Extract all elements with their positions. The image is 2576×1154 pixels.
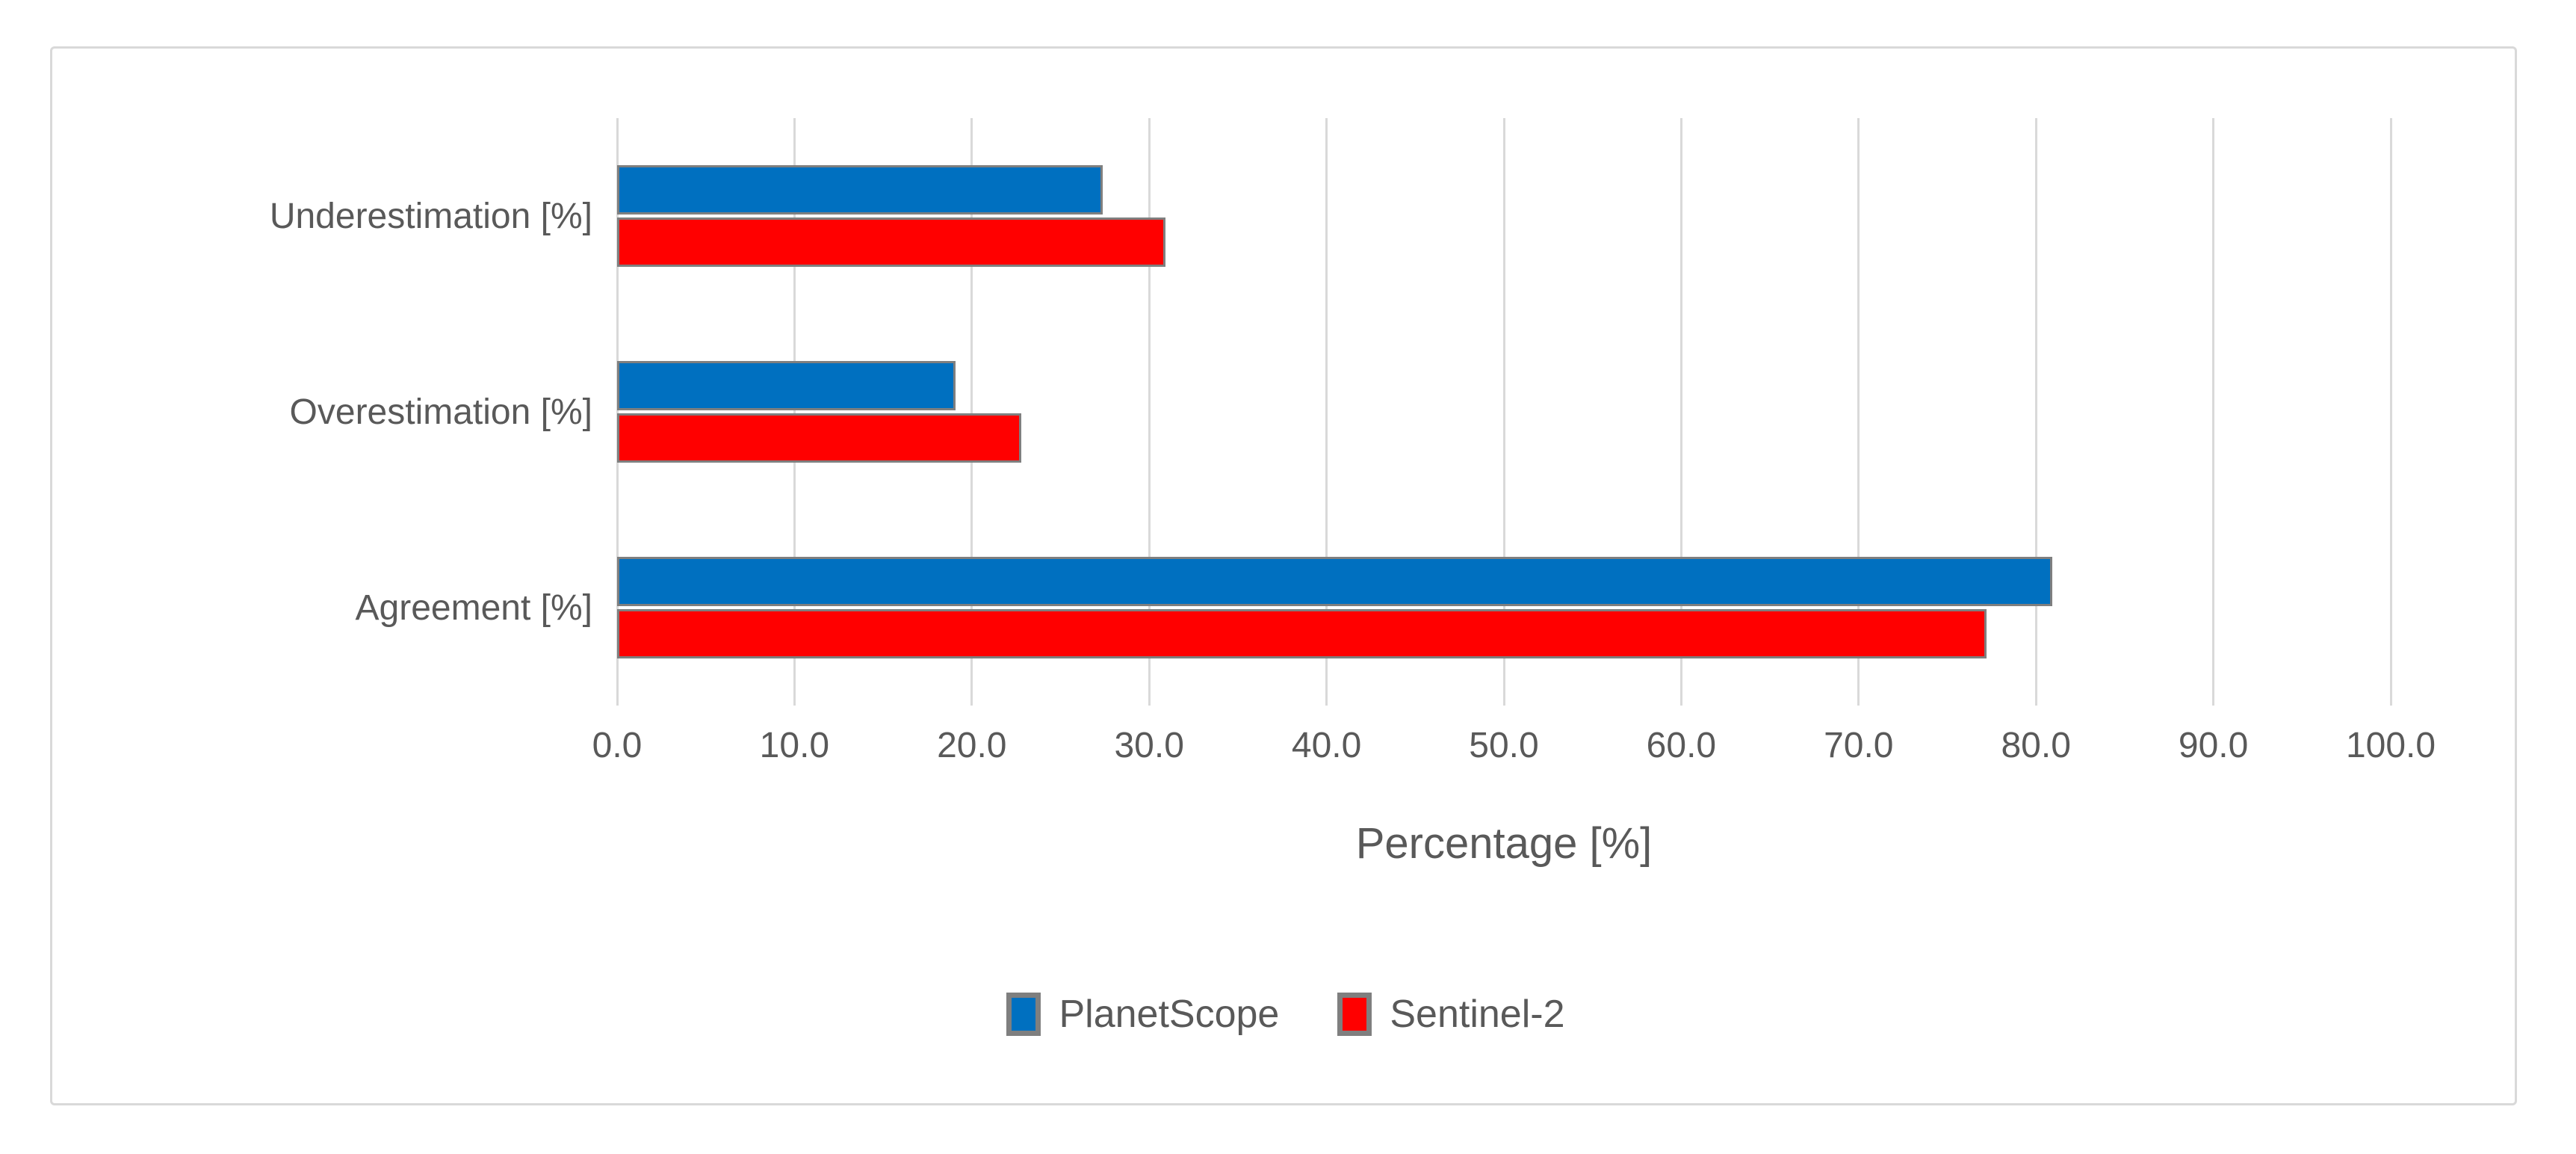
gridline [2389,118,2392,706]
category-label-underestimation: Underestimation [%] [269,196,592,236]
x-tick-label: 90.0 [2178,726,2249,765]
figure-border: Underestimation [%] Overestimation [%] Agr… [50,46,2517,1105]
x-tick-label: 40.0 [1291,726,1362,765]
x-tick-label: 70.0 [1824,726,1894,765]
x-tick-label: 80.0 [2001,726,2071,765]
bar-planetscope-overestimation [617,361,956,410]
category-label-overestimation: Overestimation [%] [289,392,592,432]
legend-label: PlanetScope [1059,993,1280,1036]
bar-planetscope-underestimation [617,165,1103,215]
gridline [1325,118,1328,706]
gridline [1148,118,1151,706]
x-tick-label: 50.0 [1469,726,1539,765]
gridline [793,118,796,706]
gridline [1502,118,1505,706]
plot-area [616,118,2392,706]
x-tick-label: 30.0 [1114,726,1184,765]
bar-sentinel-2-underestimation [617,217,1165,267]
legend-swatch-planetscope [1006,993,1041,1036]
legend-swatch-sentinel-2 [1337,993,1372,1036]
x-tick-label: 0.0 [592,726,643,765]
x-axis-title: Percentage [%] [1355,819,1653,868]
x-tick-label: 100.0 [2345,726,2436,765]
gridline [2212,118,2215,706]
x-tick-label: 10.0 [759,726,830,765]
x-tick-label: 20.0 [937,726,1007,765]
legend-item-sentinel-2: Sentinel-2 [1337,992,1565,1037]
bar-sentinel-2-agreement [617,609,1987,658]
bar-sentinel-2-overestimation [617,413,1021,463]
gridline [616,118,619,706]
bar-planetscope-agreement [617,557,2052,606]
category-label-agreement: Agreement [%] [355,587,592,628]
legend-label: Sentinel-2 [1390,993,1565,1036]
legend: PlanetScope Sentinel-2 [52,992,2519,1037]
legend-item-planetscope: PlanetScope [1006,992,1279,1037]
gridline [2034,118,2037,706]
gridline [1857,118,1860,706]
gridline [970,118,973,706]
x-tick-label: 60.0 [1646,726,1717,765]
gridline [1679,118,1682,706]
